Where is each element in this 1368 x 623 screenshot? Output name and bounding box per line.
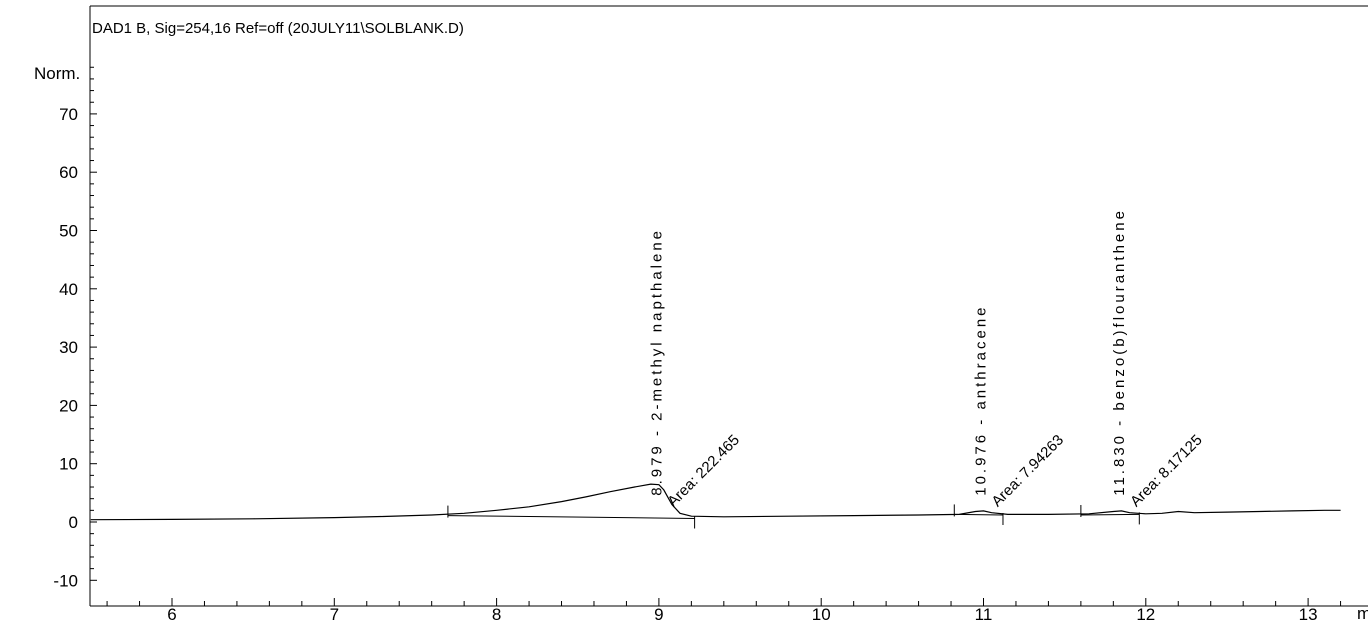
x-tick-label: 8 [492,605,501,623]
y-tick-label: 30 [59,338,78,357]
x-tick-label: 7 [330,605,339,623]
x-tick-label: 6 [167,605,176,623]
peak-baseline [447,515,695,520]
axes [89,5,1368,607]
peak-area-label: Area: 8.17125 [1127,432,1206,511]
x-tick-label: 9 [654,605,663,623]
peak-baseline [1080,513,1140,516]
y-tick-label: 50 [59,222,78,241]
peak-label: 8.979 - 2-methyl napthalene [648,228,665,496]
peak-baseline [954,513,1003,516]
y-axis-ticks: -10 0 10 20 30 40 50 60 70 [53,66,97,590]
peak-baselines [447,504,1140,529]
x-axis-unit-label: min [1357,604,1368,623]
y-tick-label: 0 [69,513,78,532]
x-tick-label: 12 [1136,605,1155,623]
y-tick-label: 10 [59,455,78,474]
chart-title: DAD1 B, Sig=254,16 Ref=off (20JULY11\SOL… [92,20,464,37]
peak-label: 11.830 - benzo(b)flouranthene [1111,208,1128,496]
peak-area-label: Area: 222.465 [664,432,743,511]
x-tick-label: 10 [812,605,831,623]
peak-area-label: Area: 7.94263 [988,432,1067,511]
x-tick-label: 11 [975,605,993,623]
y-tick-label: 40 [59,280,78,299]
y-axis-label: Norm. [34,64,80,83]
y-tick-label: 70 [59,105,78,124]
signal-trace [90,483,1341,521]
x-tick-label: 13 [1299,605,1318,623]
y-tick-label: 20 [59,396,78,415]
y-tick-label: -10 [53,571,78,590]
signal-line [90,483,1341,521]
y-tick-label: 60 [59,163,78,182]
peak-label: 10.976 - anthracene [973,304,990,495]
x-axis-ticks: 6 7 8 9 10 11 12 13 [106,598,1342,623]
